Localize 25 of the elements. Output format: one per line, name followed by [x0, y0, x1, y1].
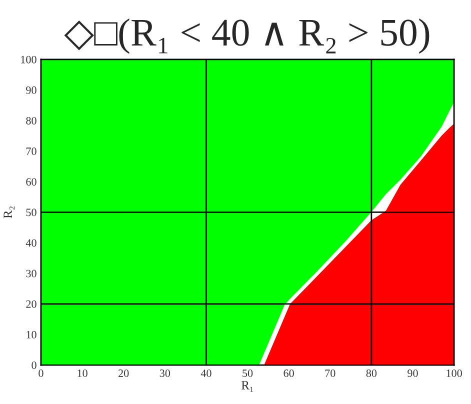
x-tick-label: 10: [78, 370, 88, 377]
y-tick-label: 30: [26, 270, 36, 278]
x-tick-label: 70: [325, 370, 336, 377]
chart-title: ◇□(R₁ < 40 ∧ R₂ > 50): [64, 18, 430, 54]
y-tick-label: 0: [32, 361, 36, 369]
y-tick-label: 60: [26, 178, 36, 186]
x-tick-label: 90: [408, 370, 418, 377]
x-tick-label: 40: [200, 370, 212, 377]
x-axis-title: R₁: [242, 381, 253, 392]
y-tick-label: 10: [26, 330, 36, 338]
y-tick-label: 40: [26, 239, 36, 247]
y-axis-title: R₂: [4, 206, 14, 218]
x-tick-label: 50: [242, 370, 253, 377]
x-tick-label: 100: [446, 370, 462, 377]
x-tick-label: 20: [118, 370, 129, 377]
y-tick-label: 80: [26, 116, 36, 124]
y-tick-label: 50: [26, 208, 36, 216]
y-tick-label: 70: [26, 148, 36, 156]
x-tick-label: 30: [160, 370, 170, 377]
x-tick-label: 80: [366, 370, 377, 377]
y-tick-label: 100: [21, 56, 36, 64]
y-tick-label: 90: [26, 86, 36, 94]
x-tick-label: 60: [284, 370, 294, 377]
x-tick-label: 0: [38, 370, 44, 377]
y-tick-label: 20: [26, 300, 36, 308]
